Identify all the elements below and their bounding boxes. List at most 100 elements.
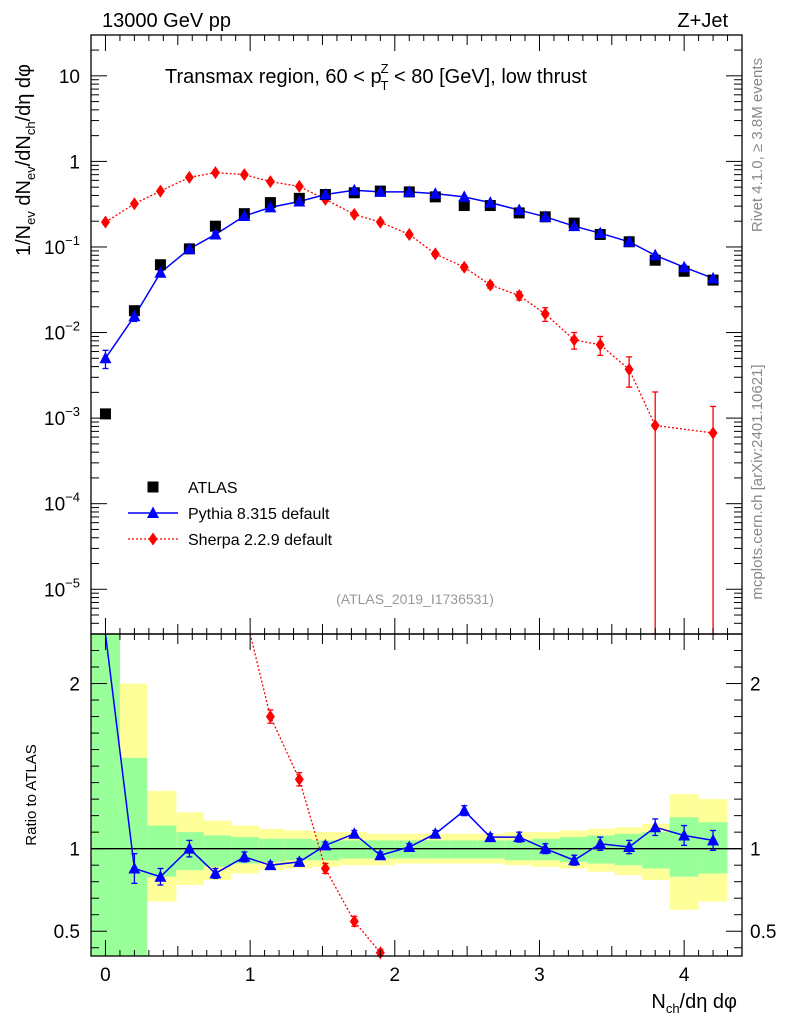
panel-title: Transmax region, 60 < pZ T < 80 [GeV], lo…	[165, 61, 587, 93]
pythia-point	[154, 266, 167, 278]
pythia-ratio-point	[484, 830, 497, 843]
sherpa-point	[184, 170, 194, 184]
sherpa-point	[430, 247, 440, 261]
pythia-ratio-point	[293, 855, 306, 867]
sherpa-line	[105, 171, 714, 434]
x-tick-label: 4	[679, 965, 690, 986]
pythia-ratio-point	[183, 842, 196, 854]
sherpa-point	[100, 215, 110, 229]
sherpa-point	[650, 418, 660, 432]
rivet-version-label: Rivet 4.1.0, ≥ 3.8M events	[749, 58, 766, 232]
main-series-layer	[99, 166, 720, 635]
pythia-ratio-point	[238, 850, 251, 862]
pythia-ratio-point	[403, 840, 416, 853]
pythia-point	[374, 185, 387, 197]
energy-label: 13000 GeV pp	[102, 10, 231, 32]
band-inner-bin	[642, 832, 670, 869]
sherpa-point	[624, 362, 634, 376]
mcplots-label: mcplots.cern.ch [arXiv:2401.10621]	[749, 364, 766, 599]
sherpa-point	[459, 260, 469, 274]
pythia-ratio-point	[154, 870, 167, 882]
y-tick-label: 1	[69, 152, 80, 173]
pythia-ratio-point	[429, 827, 442, 839]
y-tick-label: 10−1	[44, 233, 80, 259]
pythia-ratio-point	[707, 833, 720, 846]
band-inner-bin	[91, 634, 120, 956]
sherpa-ratio-line	[249, 633, 381, 954]
pythia-point	[484, 196, 497, 208]
sherpa-ratio-point	[349, 914, 359, 928]
sherpa-point	[595, 338, 605, 352]
ratio-y-tick-label-right: 0.5	[750, 922, 776, 943]
y-tick-label: 10−2	[44, 319, 80, 345]
sherpa-point	[265, 175, 275, 189]
legend-label-sherpa: Sherpa 2.2.9 default	[188, 532, 333, 549]
sherpa-point	[514, 289, 524, 303]
band-inner-bin	[284, 838, 313, 861]
pythia-point	[513, 203, 526, 216]
sherpa-point	[375, 215, 385, 229]
pythia-ratio-point	[348, 827, 361, 839]
ratio-uncertainty-bands	[91, 634, 728, 956]
pythia-point	[623, 235, 636, 247]
pythia-ratio-point	[458, 804, 471, 816]
pythia-ratio-point	[319, 838, 332, 851]
pythia-ratio-point	[374, 848, 387, 861]
pythia-point	[99, 351, 112, 364]
analysis-id-label: (ATLAS_2019_I1736531)	[336, 591, 494, 607]
sherpa-ratio-point	[320, 861, 330, 875]
band-inner-bin	[504, 840, 533, 861]
ratio-y-tick-label-left: 1	[69, 840, 80, 861]
pythia-ratio-point	[649, 820, 662, 833]
band-inner-bin	[367, 840, 395, 859]
pythia-line	[104, 189, 714, 359]
pythia-point	[594, 226, 607, 239]
pythia-point	[678, 260, 691, 273]
sherpa-point	[210, 166, 220, 180]
legend-atlas-marker	[147, 481, 159, 493]
process-label: Z+Jet	[677, 10, 728, 32]
pythia-point	[293, 194, 306, 207]
pythia-point	[238, 209, 251, 222]
pythia-ratio-point	[568, 853, 581, 866]
pythia-ratio-point	[623, 840, 636, 853]
ratio-y-tick-label-right: 2	[750, 675, 761, 696]
sherpa-point	[294, 179, 304, 193]
legend-label-pythia: Pythia 8.315 default	[188, 506, 330, 523]
pythia-point	[403, 185, 416, 197]
pythia-ratio-point	[513, 830, 526, 843]
y-tick-label: 10−5	[44, 575, 80, 601]
x-tick-label: 2	[390, 965, 401, 986]
sherpa-point	[485, 278, 495, 292]
sherpa-point	[239, 168, 249, 182]
pythia-point	[649, 248, 662, 261]
sherpa-point	[540, 307, 550, 321]
main-y-axis-label: 1/Nev dNev/dNch/dη dφ	[13, 64, 38, 256]
axes-layer: 0 1 2 3 4 10 1 10−1 10−2 10−3 10−4 10−5 0.5 0.5 1 1 2 2	[44, 34, 776, 986]
band-inner-bin	[203, 835, 232, 867]
x-tick-label: 3	[534, 965, 545, 986]
ratio-frame	[90, 633, 743, 957]
y-tick-label: 10−3	[44, 404, 80, 430]
pythia-ratio-point	[264, 858, 277, 871]
ratio-y-tick-label-left: 0.5	[54, 922, 80, 943]
band-inner-bin	[339, 840, 368, 859]
atlas-point	[99, 408, 111, 420]
band-inner-bin	[422, 840, 450, 859]
x-tick-label: 0	[100, 965, 111, 986]
atlas-point	[458, 200, 470, 212]
pythia-point	[348, 183, 361, 196]
x-tick-label: 1	[245, 965, 256, 986]
pythia-point	[319, 188, 332, 200]
pythia-point	[264, 200, 277, 213]
pythia-point	[429, 187, 442, 199]
sherpa-ratio-point	[265, 710, 275, 724]
sherpa-point	[349, 207, 359, 221]
pythia-ratio-point	[594, 837, 607, 849]
legend-label-atlas: ATLAS	[188, 480, 238, 497]
sherpa-point	[708, 426, 718, 440]
pythia-point	[183, 242, 196, 254]
pythia-point	[128, 309, 141, 322]
pythia-point	[568, 219, 581, 232]
